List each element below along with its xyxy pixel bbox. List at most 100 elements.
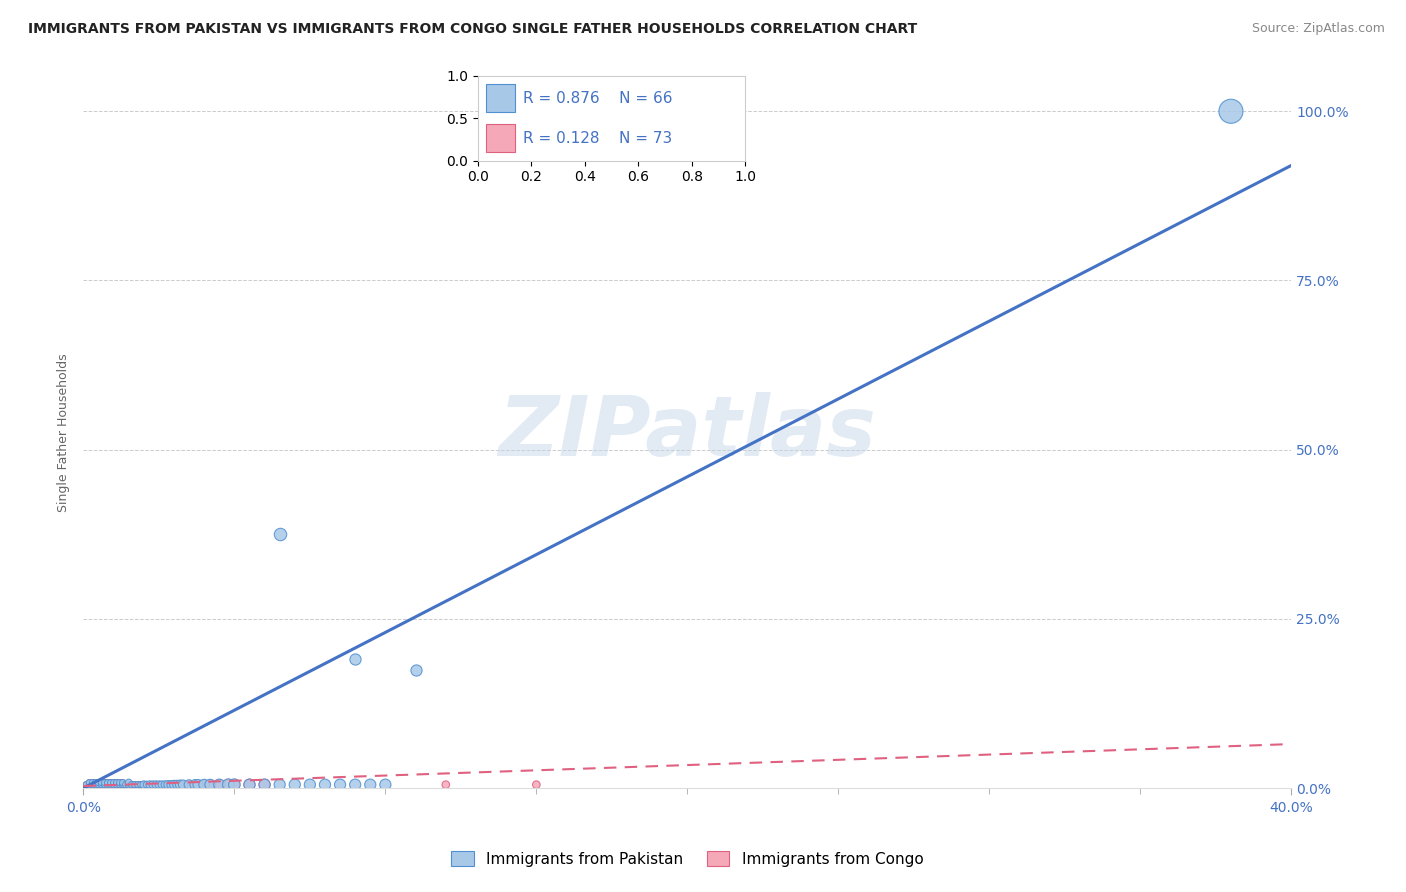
Point — [127, 778, 149, 792]
Point — [124, 778, 146, 792]
Text: ZIPatlas: ZIPatlas — [498, 392, 876, 474]
Point — [96, 778, 118, 792]
Point — [111, 778, 134, 792]
Point — [118, 775, 141, 789]
Point — [84, 778, 107, 792]
Point — [253, 778, 276, 792]
Point — [1219, 104, 1241, 119]
Point — [314, 778, 336, 792]
Point — [103, 775, 125, 789]
Point — [90, 778, 112, 792]
Point — [108, 778, 131, 792]
Point — [93, 778, 115, 792]
Point — [96, 775, 118, 789]
Point — [75, 778, 97, 792]
Point — [118, 778, 141, 792]
Point — [135, 778, 157, 792]
Text: R = 0.876    N = 66: R = 0.876 N = 66 — [523, 91, 673, 106]
Point — [84, 778, 107, 792]
Point — [172, 778, 194, 792]
Point — [129, 778, 152, 792]
Point — [177, 778, 200, 792]
Point — [169, 778, 191, 792]
Point — [93, 775, 115, 789]
Point — [177, 778, 200, 792]
Point — [224, 778, 246, 792]
Point — [153, 778, 176, 792]
Point — [184, 778, 207, 792]
Point — [269, 527, 291, 541]
Point — [82, 775, 104, 789]
Point — [96, 778, 118, 792]
Point — [100, 778, 122, 792]
Point — [79, 775, 101, 789]
Point — [108, 778, 131, 792]
Point — [434, 778, 457, 792]
Point — [524, 778, 547, 792]
FancyBboxPatch shape — [486, 124, 516, 152]
Point — [84, 775, 107, 789]
Point — [96, 775, 118, 789]
Point — [84, 775, 107, 789]
Point — [163, 778, 186, 792]
Point — [156, 778, 179, 792]
Point — [87, 778, 110, 792]
Point — [114, 778, 136, 792]
Point — [79, 775, 101, 789]
Legend: Immigrants from Pakistan, Immigrants from Congo: Immigrants from Pakistan, Immigrants fro… — [446, 845, 929, 872]
Point — [129, 778, 152, 792]
Point — [132, 778, 155, 792]
Text: R = 0.128    N = 73: R = 0.128 N = 73 — [523, 130, 672, 145]
Point — [90, 775, 112, 789]
Point — [359, 778, 381, 792]
Point — [105, 778, 128, 792]
Point — [105, 775, 128, 789]
Point — [269, 778, 291, 792]
Point — [108, 775, 131, 789]
Point — [217, 778, 239, 792]
Point — [93, 778, 115, 792]
Point — [193, 778, 215, 792]
Point — [105, 775, 128, 789]
Point — [148, 778, 170, 792]
Point — [87, 775, 110, 789]
Point — [193, 778, 215, 792]
Point — [139, 778, 162, 792]
Point — [156, 778, 179, 792]
Point — [253, 778, 276, 792]
Point — [142, 778, 165, 792]
Point — [329, 778, 352, 792]
Point — [103, 775, 125, 789]
Point — [187, 778, 209, 792]
Point — [187, 778, 209, 792]
Point — [150, 778, 173, 792]
Point — [139, 778, 162, 792]
Point — [405, 663, 427, 677]
Point — [163, 778, 186, 792]
Y-axis label: Single Father Households: Single Father Households — [58, 353, 70, 512]
Point — [200, 778, 222, 792]
Point — [103, 778, 125, 792]
Point — [108, 775, 131, 789]
Point — [111, 775, 134, 789]
Point — [82, 778, 104, 792]
Point — [217, 778, 239, 792]
Point — [145, 778, 167, 792]
Point — [284, 778, 307, 792]
Point — [111, 778, 134, 792]
Point — [374, 778, 396, 792]
Point — [166, 778, 188, 792]
Point — [121, 778, 143, 792]
Point — [238, 778, 260, 792]
Point — [100, 775, 122, 789]
Point — [160, 778, 183, 792]
Point — [200, 778, 222, 792]
Point — [82, 775, 104, 789]
Point — [103, 778, 125, 792]
Text: IMMIGRANTS FROM PAKISTAN VS IMMIGRANTS FROM CONGO SINGLE FATHER HOUSEHOLDS CORRE: IMMIGRANTS FROM PAKISTAN VS IMMIGRANTS F… — [28, 22, 917, 37]
Point — [298, 778, 321, 792]
Point — [82, 778, 104, 792]
Point — [121, 778, 143, 792]
Point — [87, 775, 110, 789]
Point — [114, 778, 136, 792]
